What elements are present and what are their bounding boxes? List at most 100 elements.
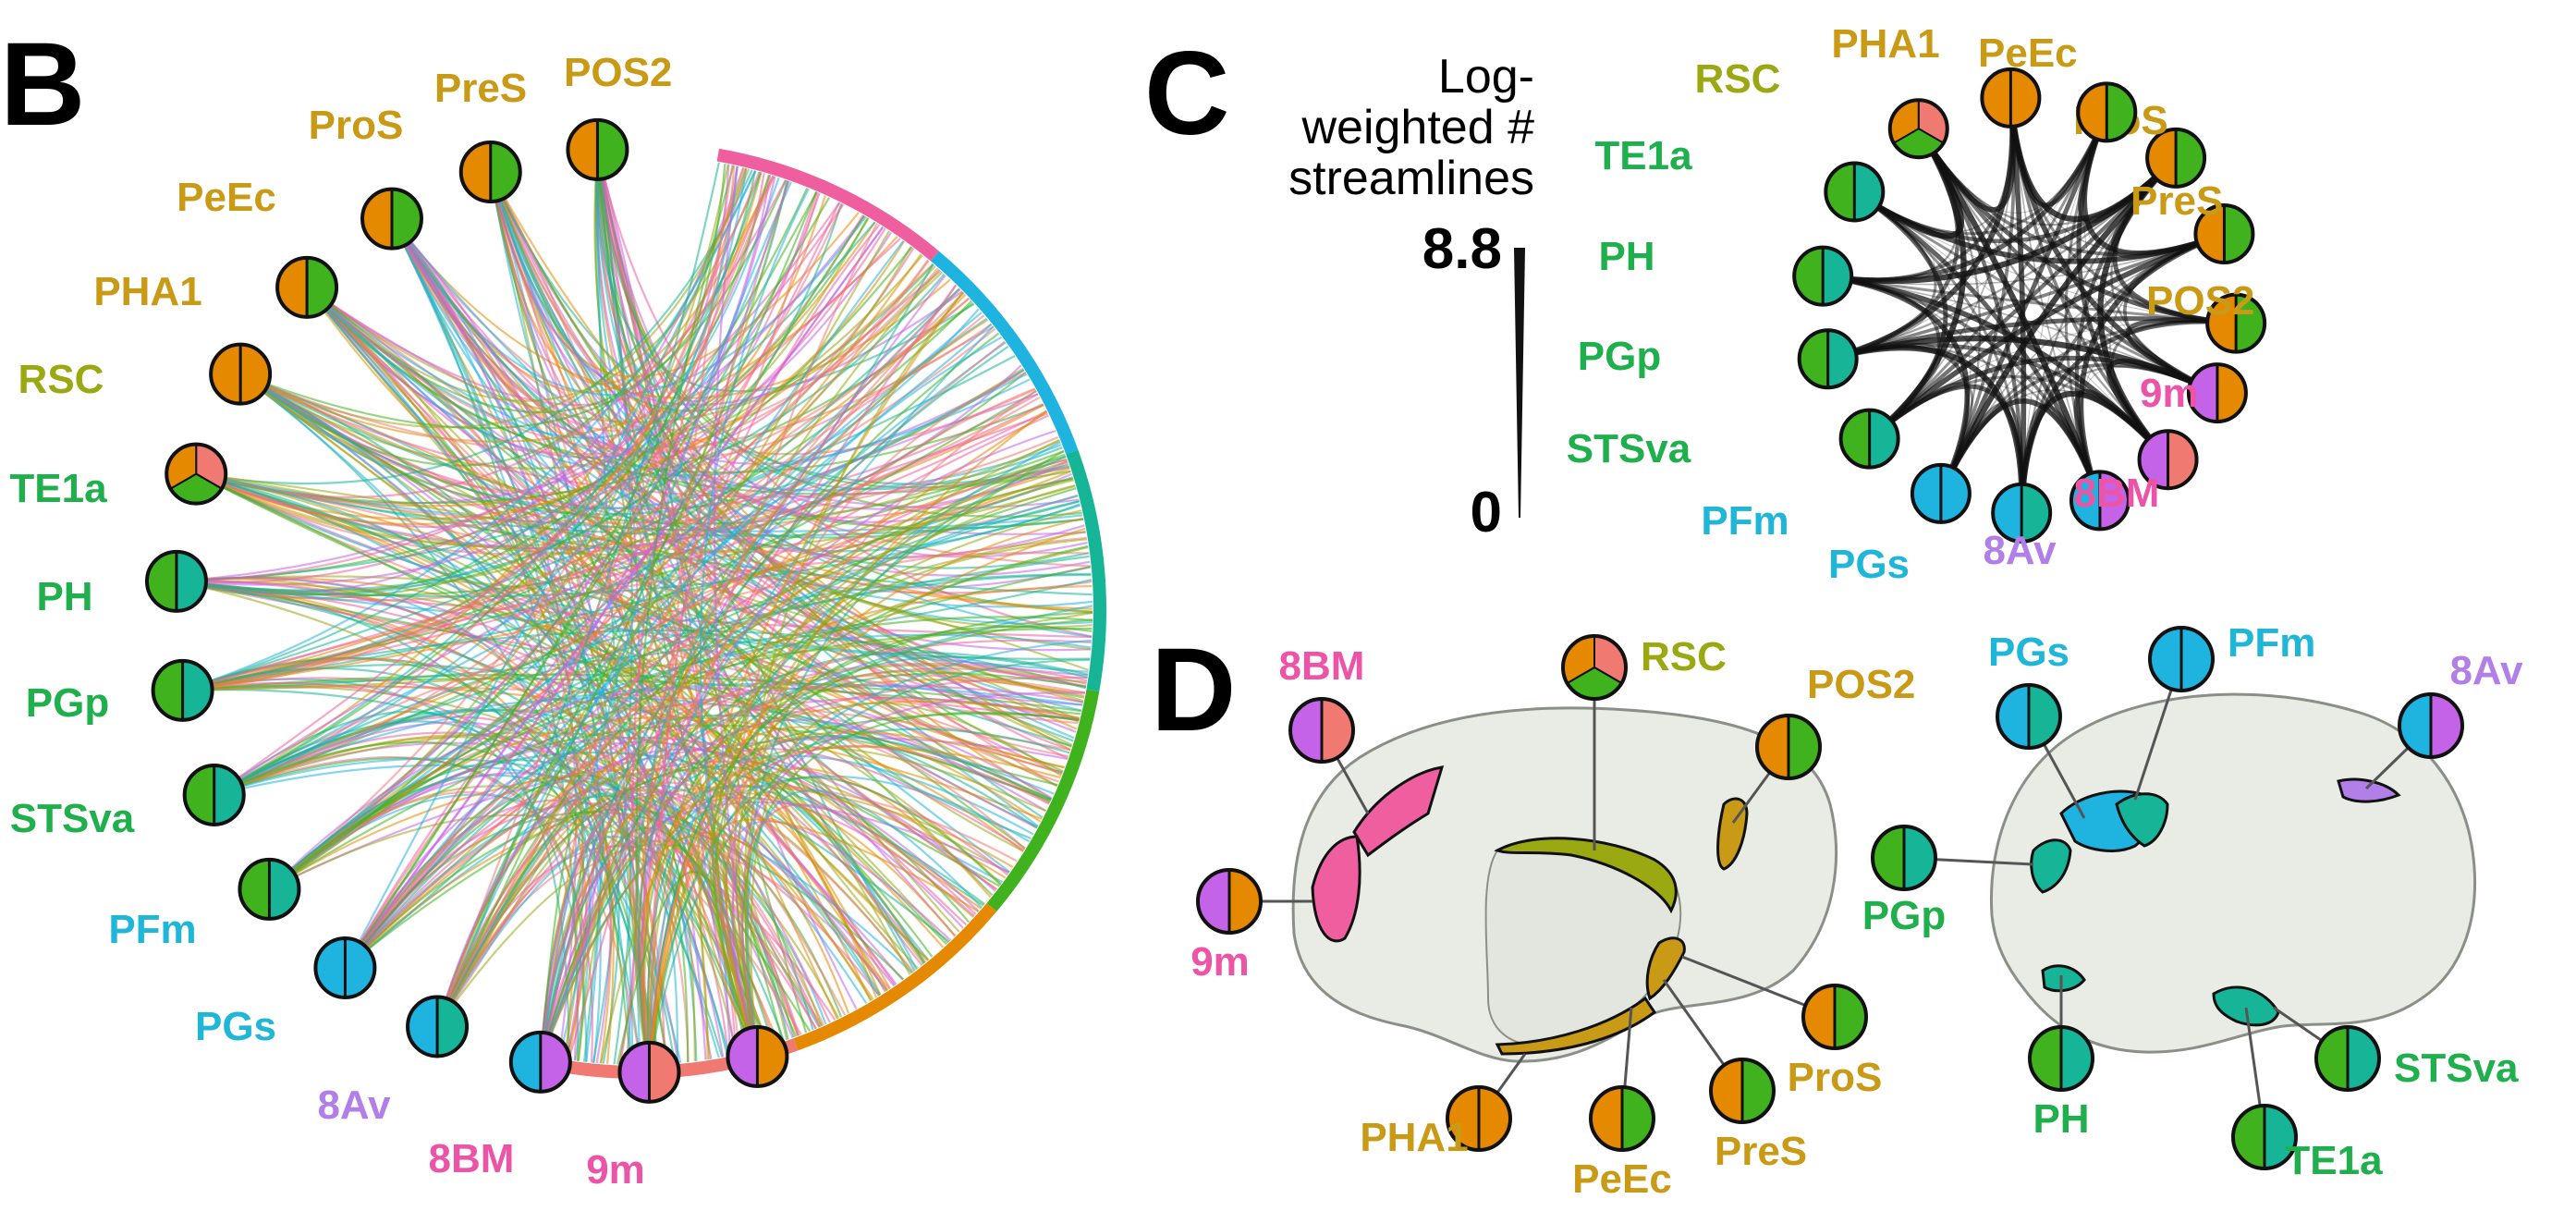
d-node-rsc [1561,634,1628,701]
b-node-pros [360,187,423,251]
d-node-8bm [1288,697,1355,764]
b-link [712,483,1076,1058]
d-label-8av: 8Av [2449,648,2523,693]
c-link [2073,389,2170,502]
d-node-pha1 [1446,1085,1512,1152]
d-label-8bm: 8BM [1279,643,1365,689]
b-link [731,389,1037,1058]
legend-max-value: 8.8 [1422,217,1502,281]
b-label-pfm: PFm [108,907,196,952]
b-link [539,826,631,1063]
c-label-stsva: STSva [1567,426,1691,471]
panel-b-link-bundle [176,149,1093,1073]
b-link [268,684,1084,890]
c-link [1853,190,2218,395]
target-arc-segment [793,902,997,1051]
b-link [648,180,790,1072]
b-link [182,677,821,1028]
patch-pfm [2115,792,2169,848]
b-link [268,167,748,890]
b-label-8bm: 8BM [429,1136,515,1181]
b-link [648,517,1084,1072]
c-node-te1a [1824,161,1886,223]
b-link [176,202,841,582]
c-link [2106,358,2219,462]
b-link [436,180,789,1028]
b-link [648,658,1091,1072]
patch-rsc [1494,837,1678,914]
b-link [436,785,1018,1027]
b-link [195,472,1000,887]
c-node-stsva [1838,408,1900,470]
c-node-ph [1792,245,1854,307]
d-label-pha1: PHA1 [1360,1115,1468,1160]
c-label-pgs: PGs [1828,542,1910,587]
c-label-rsc: RSC [1695,56,1781,102]
b-link [746,789,983,1058]
d-node-pgs [1996,683,2062,750]
d-label-ph: PH [2033,1096,2089,1142]
b-link [539,292,965,1063]
b-link [306,287,1062,492]
legend-title-line-3: streamlines [1288,152,1534,205]
d-node-ph [2028,1025,2094,1092]
d-label-9m: 9m [1190,939,1250,985]
d-node-stsva [2314,1025,2381,1092]
b-link [344,202,841,969]
d-node-pros [1801,984,1868,1050]
b-link [214,260,930,796]
c-node-pos2 [2205,292,2267,354]
b-label-pros: ProS [309,103,404,148]
b-link [539,832,602,1063]
b-label-stsva: STSva [10,796,135,841]
b-link [648,291,964,1072]
legend-wedge [1514,248,1525,518]
b-link [489,171,930,961]
patch-pha1 [1495,996,1657,1056]
d-label-rsc: RSC [1641,634,1727,679]
b-link [196,169,753,485]
c-label-pfm: PFm [1701,498,1789,544]
b-link [344,270,942,969]
b-link [182,300,972,691]
b-link [436,792,632,1065]
c-node-9m [2186,362,2248,424]
b-link [268,759,786,1042]
target-arc-segment [986,689,1100,911]
b-link [539,817,584,1062]
b-link [648,223,878,1072]
d-label-pgs: PGs [1988,630,2069,675]
c-label-pha1: PHA1 [1831,21,1939,67]
b-node-pos2 [566,117,629,181]
panel-b-target-arc [555,148,1106,1079]
d-label-stsva: STSva [2394,1046,2519,1091]
b-link [646,735,1052,1072]
c-link [2021,112,2107,513]
c-label-8bm: 8BM [2074,471,2160,516]
b-link [436,288,961,1027]
d-node-te1a [2231,1104,2298,1170]
b-link [725,527,1086,1058]
b-link [176,202,843,592]
b-link [699,818,980,1058]
d-label-te1a: TE1a [2285,1138,2383,1183]
legend-min-value: 0 [1471,481,1502,544]
d-node-pres [1709,1058,1776,1124]
d-node-peec [1589,1085,1655,1152]
b-link [182,412,1049,691]
d-node-pos2 [1755,714,1822,780]
target-arc-segment [930,251,1079,455]
b-link [214,171,762,796]
b-label-9m: 9m [586,1147,645,1193]
panel-c-node-ring: POS2PreSProSPeEcPHA1RSCTE1aPHPGpSTSvaPFm… [1567,21,2267,587]
b-link [577,801,759,1061]
c-label-ph: PH [1598,234,1654,279]
b-link [436,176,775,1027]
b-label-pgp: PGp [26,680,109,726]
b-link [436,667,1087,1028]
b-link [744,460,1068,1058]
b-link [344,777,615,1064]
patch-stsva [2212,985,2280,1027]
target-arc-segment [1066,449,1106,692]
b-link [750,702,1062,1058]
